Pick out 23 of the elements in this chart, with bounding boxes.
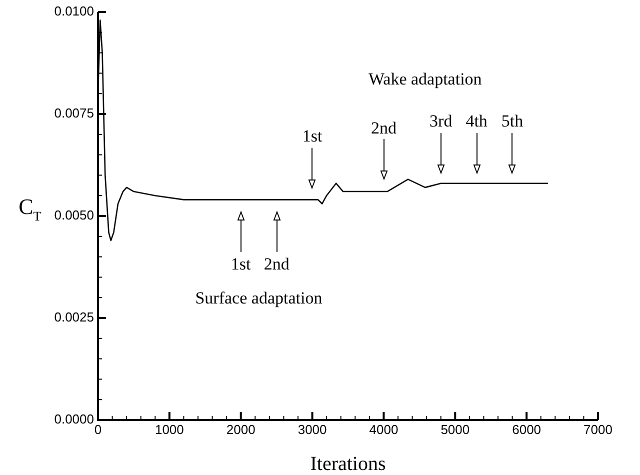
- annotation: 1st: [230, 254, 252, 274]
- x-tick-label: 2000: [226, 422, 256, 438]
- x-tick-label: 0: [94, 422, 102, 438]
- annotation: 5th: [501, 112, 524, 131]
- y-tick-label: 0.0075: [54, 106, 94, 121]
- y-tick-label: 0.0000: [54, 412, 94, 427]
- y-tick-label: 0.0050: [54, 208, 94, 223]
- x-tick-label: 7000: [584, 422, 612, 438]
- x-tick-label: 5000: [440, 422, 470, 438]
- x-tick-label: 3000: [298, 422, 327, 438]
- x-tick-label: 6000: [512, 422, 542, 438]
- x-tick-label: 1000: [154, 422, 184, 438]
- annotation: 4th: [466, 112, 488, 131]
- annotation: 2nd: [264, 254, 290, 274]
- annotation: Surface adaptation: [195, 288, 323, 308]
- x-tick-label: 4000: [369, 422, 398, 438]
- annotation: 3rd: [430, 112, 453, 131]
- x-axis-title: Iterations: [310, 453, 386, 475]
- annotation: 1st: [302, 126, 322, 146]
- annotation: 2nd: [370, 118, 397, 138]
- y-tick-label: 0.0025: [54, 310, 94, 325]
- annotation: Wake adaptation: [368, 70, 482, 89]
- y-tick-label: 0.0100: [54, 4, 94, 19]
